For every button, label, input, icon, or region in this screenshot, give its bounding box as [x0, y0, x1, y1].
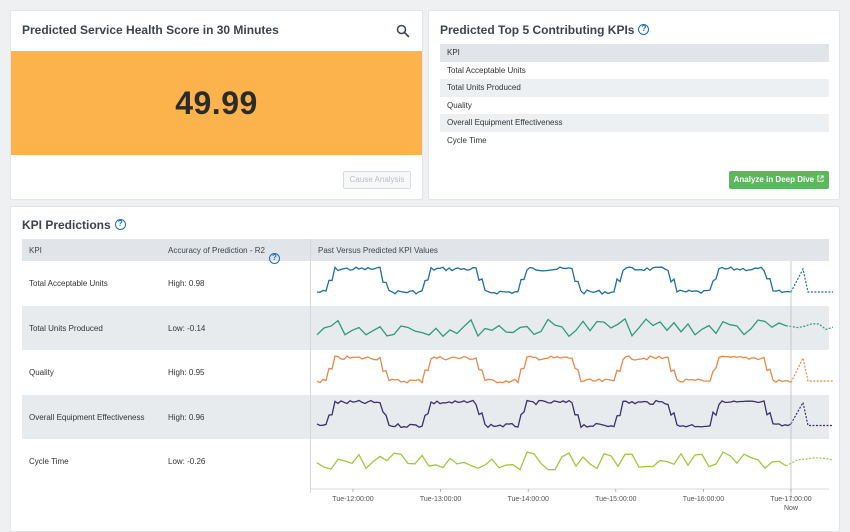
list-item: Cycle Time	[447, 135, 487, 145]
column-header-chart: Past Versus Predicted KPI Values	[318, 246, 438, 255]
kpi-predicted-line	[790, 400, 833, 427]
kpi-series-line	[316, 265, 792, 295]
kpi-predictions-card: KPI Predictions? KPI Accuracy of Predict…	[10, 206, 840, 532]
table-row: Cycle Time Low: -0.26	[22, 439, 829, 484]
row-kpi-name: Overall Equipment Effectiveness	[29, 412, 145, 422]
row-kpi-name: Quality	[29, 368, 54, 377]
table-row: Overall Equipment Effectiveness High: 0.…	[22, 394, 829, 439]
table-row: Quality High: 0.95	[22, 350, 829, 395]
kpi-series-line	[316, 399, 792, 429]
kpi-series-line	[316, 451, 787, 471]
row-accuracy: High: 0.98	[168, 279, 205, 288]
row-kpi-name: Total Units Produced	[29, 323, 103, 333]
cause-analysis-button[interactable]: Cause Analysis	[343, 171, 411, 189]
analyze-deep-dive-button[interactable]: Analyze in Deep Dive	[729, 171, 829, 189]
time-tick-label: Tue-13:00:00	[420, 496, 461, 503]
health-score-title: Predicted Service Health Score in 30 Min…	[22, 23, 279, 37]
time-tick-label: Tue-15:00:00	[595, 496, 636, 503]
help-icon[interactable]: ?	[268, 253, 280, 264]
top-kpis-title-text: Predicted Top 5 Contributing KPIs	[440, 23, 635, 37]
kpi-series-line	[316, 317, 787, 338]
list-item: Overall Equipment Effectiveness	[440, 114, 829, 132]
top-kpis-header: KPI	[440, 44, 829, 62]
health-score-value: 49.99	[175, 84, 258, 121]
kpi-sparklines: Tue-12:00:00 Tue-13:00:00 Tue-14:00:00 Tue-…	[311, 261, 834, 512]
kpi-series-line	[316, 355, 792, 384]
column-header-kpi: KPI	[29, 246, 42, 255]
kpi-predicted-line	[785, 323, 834, 331]
kpi-predicted-line	[790, 267, 833, 293]
top-kpis-list: KPI Total Acceptable Units Total Units P…	[440, 44, 829, 149]
health-score-panel: 49.99	[11, 51, 422, 155]
analyze-deep-dive-label: Analyze in Deep Dive	[733, 175, 815, 184]
table-row: Total Acceptable Units High: 0.98	[22, 261, 829, 306]
list-item: Quality	[447, 100, 472, 110]
row-accuracy: High: 0.96	[168, 412, 205, 422]
column-header-accuracy: Accuracy of Prediction - R2?	[168, 246, 280, 264]
row-kpi-name: Cycle Time	[29, 457, 69, 466]
row-accuracy: Low: -0.26	[168, 457, 206, 466]
row-kpi-name: Total Acceptable Units	[29, 279, 108, 288]
kpi-predictions-title: KPI Predictions?	[22, 218, 126, 232]
top-kpis-title: Predicted Top 5 Contributing KPIs?	[440, 23, 650, 37]
list-item: Total Units Produced	[440, 79, 829, 97]
external-link-icon	[817, 175, 824, 182]
row-accuracy: Low: -0.14	[168, 323, 206, 333]
column-header-accuracy-text: Accuracy of Prediction - R2	[168, 246, 265, 255]
time-tick-label: Tue-12:00:00	[332, 496, 373, 503]
time-tick-label: Tue-14:00:00	[508, 496, 549, 503]
table-header: KPI Accuracy of Prediction - R2? Past Ve…	[22, 239, 829, 264]
health-score-card: Predicted Service Health Score in 30 Min…	[10, 10, 423, 200]
kpi-predictions-title-text: KPI Predictions	[22, 218, 111, 232]
top-kpis-card: Predicted Top 5 Contributing KPIs? KPI T…	[428, 10, 840, 200]
kpi-predicted-line	[785, 457, 834, 467]
help-icon[interactable]: ?	[638, 24, 650, 36]
help-icon[interactable]: ?	[114, 219, 126, 231]
search-icon[interactable]	[396, 24, 410, 38]
kpi-predictions-table: KPI Accuracy of Prediction - R2? Past Ve…	[22, 239, 834, 512]
time-tick-label: Tue-16:00:00	[683, 496, 724, 503]
now-label: Now	[784, 505, 799, 512]
kpi-predicted-line	[790, 356, 833, 383]
table-row: Total Units Produced Low: -0.14	[22, 305, 829, 350]
row-accuracy: High: 0.95	[168, 368, 205, 377]
list-item: Total Acceptable Units	[447, 65, 526, 75]
column-divider	[310, 239, 311, 493]
time-tick-label: Tue-17:00:00	[770, 496, 811, 503]
